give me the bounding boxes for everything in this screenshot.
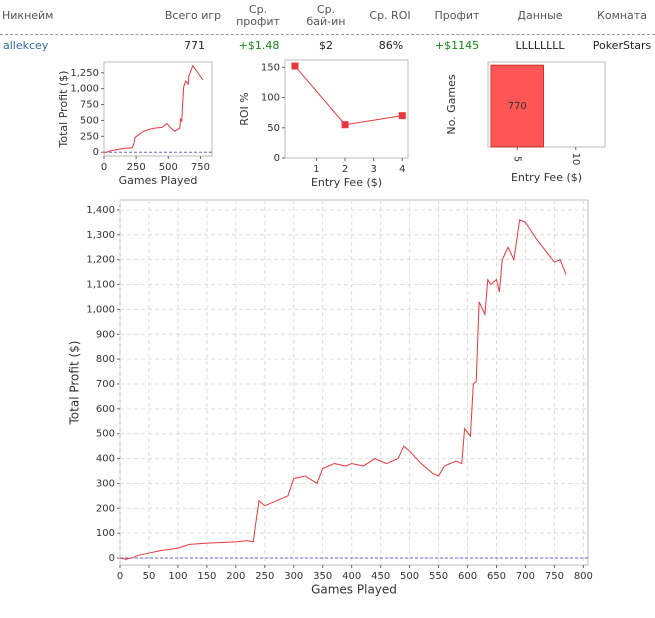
- cell: 86%: [378, 39, 404, 52]
- x-tick-label: 0: [101, 162, 107, 173]
- nickname[interactable]: allekcey: [3, 39, 49, 52]
- y-tick-label: 400: [96, 454, 115, 465]
- x-tick-label: 750: [545, 571, 564, 582]
- x-axis-label: Games Played: [311, 583, 397, 597]
- x-tick-label: 1: [313, 164, 319, 175]
- x-tick-label: 250: [127, 162, 146, 173]
- y-tick-label: 300: [96, 478, 115, 489]
- header: Всего игр: [164, 9, 222, 22]
- header: Профит: [434, 9, 480, 22]
- x-axis-label: Games Played: [119, 174, 198, 187]
- x-tick-label: 350: [313, 571, 332, 582]
- x-tick-label: 150: [197, 571, 216, 582]
- x-tick-label: 700: [516, 571, 535, 582]
- y-tick-label: 1,250: [70, 68, 99, 79]
- y-axis-label: ROI %: [238, 92, 251, 126]
- y-tick-label: 500: [96, 429, 115, 440]
- cell: +$1145: [434, 39, 480, 52]
- y-tick-label: 200: [96, 503, 115, 514]
- x-tick-label: 500: [400, 571, 419, 582]
- y-tick-label: 1,200: [86, 255, 115, 266]
- x-tick-label: 500: [159, 162, 178, 173]
- y-axis-label: Total Profit ($): [57, 71, 70, 149]
- x-axis-label: Entry Fee ($): [311, 176, 382, 189]
- x-tick-label: 450: [371, 571, 390, 582]
- header: Ср. ROI: [369, 9, 411, 22]
- cell: 771: [184, 39, 205, 52]
- y-tick-label: 600: [96, 404, 115, 415]
- x-tick-label: 0: [117, 571, 123, 582]
- cell: +$1.48: [238, 39, 280, 52]
- y-tick-label: 500: [80, 115, 99, 126]
- x-tick-label: 550: [429, 571, 448, 582]
- x-axis-label: Entry Fee ($): [511, 171, 582, 184]
- header: Ср. профит: [236, 3, 280, 28]
- plot-area: [119, 199, 589, 566]
- x-tick-label: 750: [191, 162, 210, 173]
- plot-area: [103, 61, 213, 157]
- y-tick-label: 150: [261, 62, 280, 73]
- line: [104, 64, 204, 153]
- header: Данные: [517, 9, 563, 22]
- y-tick-label: 800: [96, 354, 115, 365]
- line: [119, 219, 567, 560]
- cell: $2: [319, 39, 333, 52]
- y-tick-label: 0: [109, 553, 115, 564]
- y-tick-label: 1,000: [70, 84, 99, 95]
- x-tick-label: 200: [226, 571, 245, 582]
- x-tick-label: 2: [342, 164, 348, 175]
- y-tick-label: 750: [80, 100, 99, 111]
- y-tick-label: 1,100: [86, 280, 115, 291]
- bar: [490, 64, 544, 148]
- y-tick-label: 700: [96, 379, 115, 390]
- y-tick-label: 1,000: [86, 304, 115, 315]
- y-tick-label: 250: [80, 131, 99, 142]
- header: Никнейм: [2, 9, 54, 22]
- x-tick-label: 5: [511, 156, 522, 162]
- marker: [398, 112, 406, 120]
- x-tick-label: 300: [284, 571, 303, 582]
- x-tick-label: 50: [143, 571, 156, 582]
- x-tick-label: 400: [342, 571, 361, 582]
- cell: PokerStars: [592, 39, 652, 52]
- x-tick-label: 600: [458, 571, 477, 582]
- y-axis-label: Total Profit ($): [68, 341, 82, 426]
- header: Ср. бай-ин: [306, 3, 346, 28]
- y-tick-label: 100: [96, 528, 115, 539]
- divider: [0, 34, 655, 35]
- header: Комната: [597, 9, 647, 22]
- y-tick-label: 100: [261, 93, 280, 104]
- x-tick-label: 250: [255, 571, 274, 582]
- marker: [341, 121, 349, 129]
- value-label: 770: [508, 101, 527, 112]
- y-tick-label: 0: [274, 153, 280, 164]
- x-tick-label: 100: [168, 571, 187, 582]
- y-tick-label: 1,300: [86, 230, 115, 241]
- y-tick-label: 900: [96, 329, 115, 340]
- y-tick-label: 50: [267, 123, 280, 134]
- marker: [291, 62, 299, 70]
- y-axis-label: No. Games: [445, 74, 458, 135]
- x-tick-label: 10: [570, 153, 581, 166]
- y-tick-label: 0: [93, 147, 99, 158]
- y-tick-label: 1,400: [86, 205, 115, 216]
- x-tick-label: 800: [574, 571, 593, 582]
- cell: LLLLLLLL: [515, 39, 565, 52]
- x-tick-label: 3: [370, 164, 376, 175]
- x-tick-label: 4: [399, 164, 405, 175]
- plot-area: [284, 59, 409, 159]
- x-tick-label: 650: [487, 571, 506, 582]
